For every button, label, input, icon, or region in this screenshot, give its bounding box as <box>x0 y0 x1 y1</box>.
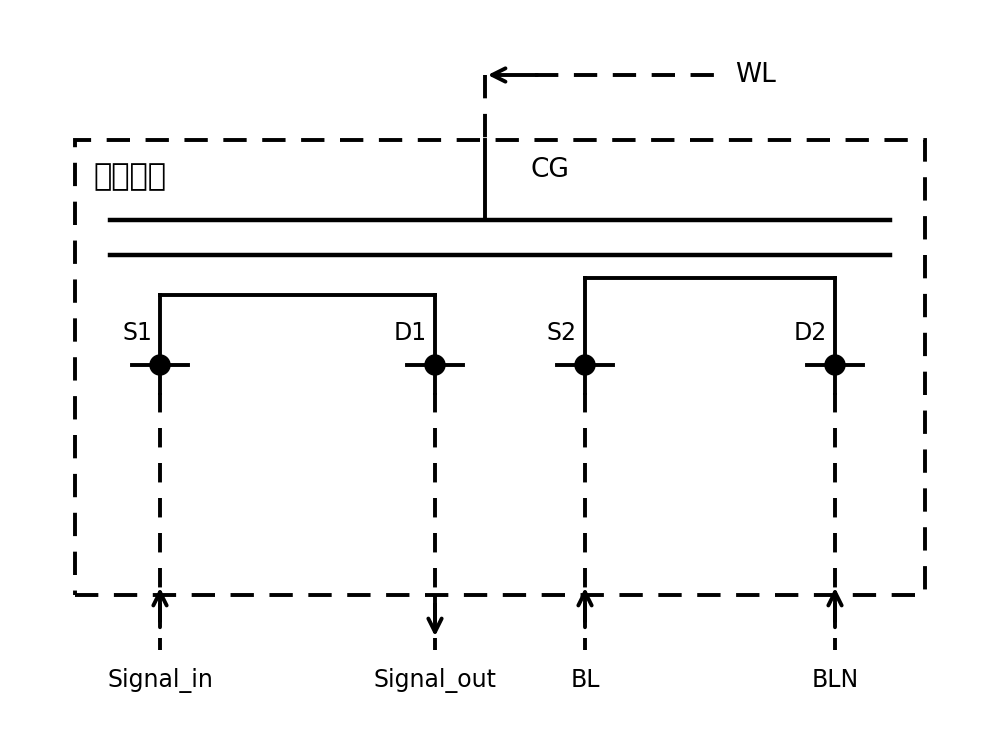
Circle shape <box>425 355 445 375</box>
Text: S2: S2 <box>547 321 577 345</box>
Text: D2: D2 <box>794 321 827 345</box>
Circle shape <box>575 355 595 375</box>
Text: Signal_out: Signal_out <box>373 668 496 693</box>
Text: 开关单元: 开关单元 <box>93 162 166 191</box>
Text: Signal_in: Signal_in <box>107 668 213 693</box>
Text: S1: S1 <box>122 321 152 345</box>
Text: BLN: BLN <box>811 668 859 692</box>
Text: BL: BL <box>570 668 600 692</box>
Circle shape <box>150 355 170 375</box>
Text: D1: D1 <box>394 321 427 345</box>
Text: CG: CG <box>530 157 569 183</box>
Text: WL: WL <box>735 62 776 88</box>
Circle shape <box>825 355 845 375</box>
